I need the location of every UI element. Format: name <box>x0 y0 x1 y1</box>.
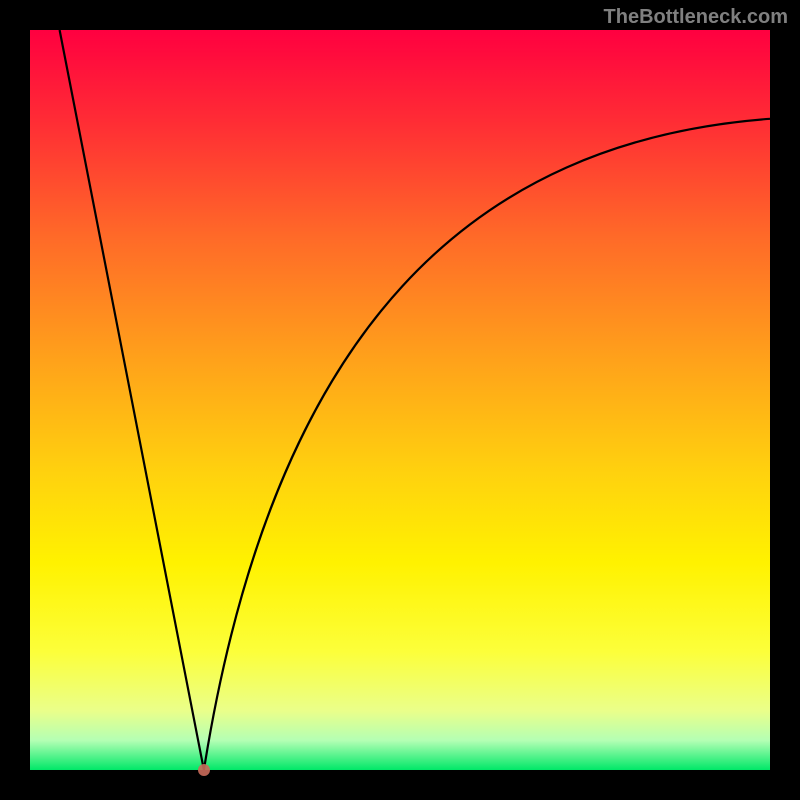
minimum-marker <box>198 764 210 776</box>
plot-area <box>30 30 770 770</box>
bottleneck-curve <box>60 30 770 770</box>
curve-layer <box>30 30 770 770</box>
watermark-text: TheBottleneck.com <box>604 6 788 29</box>
